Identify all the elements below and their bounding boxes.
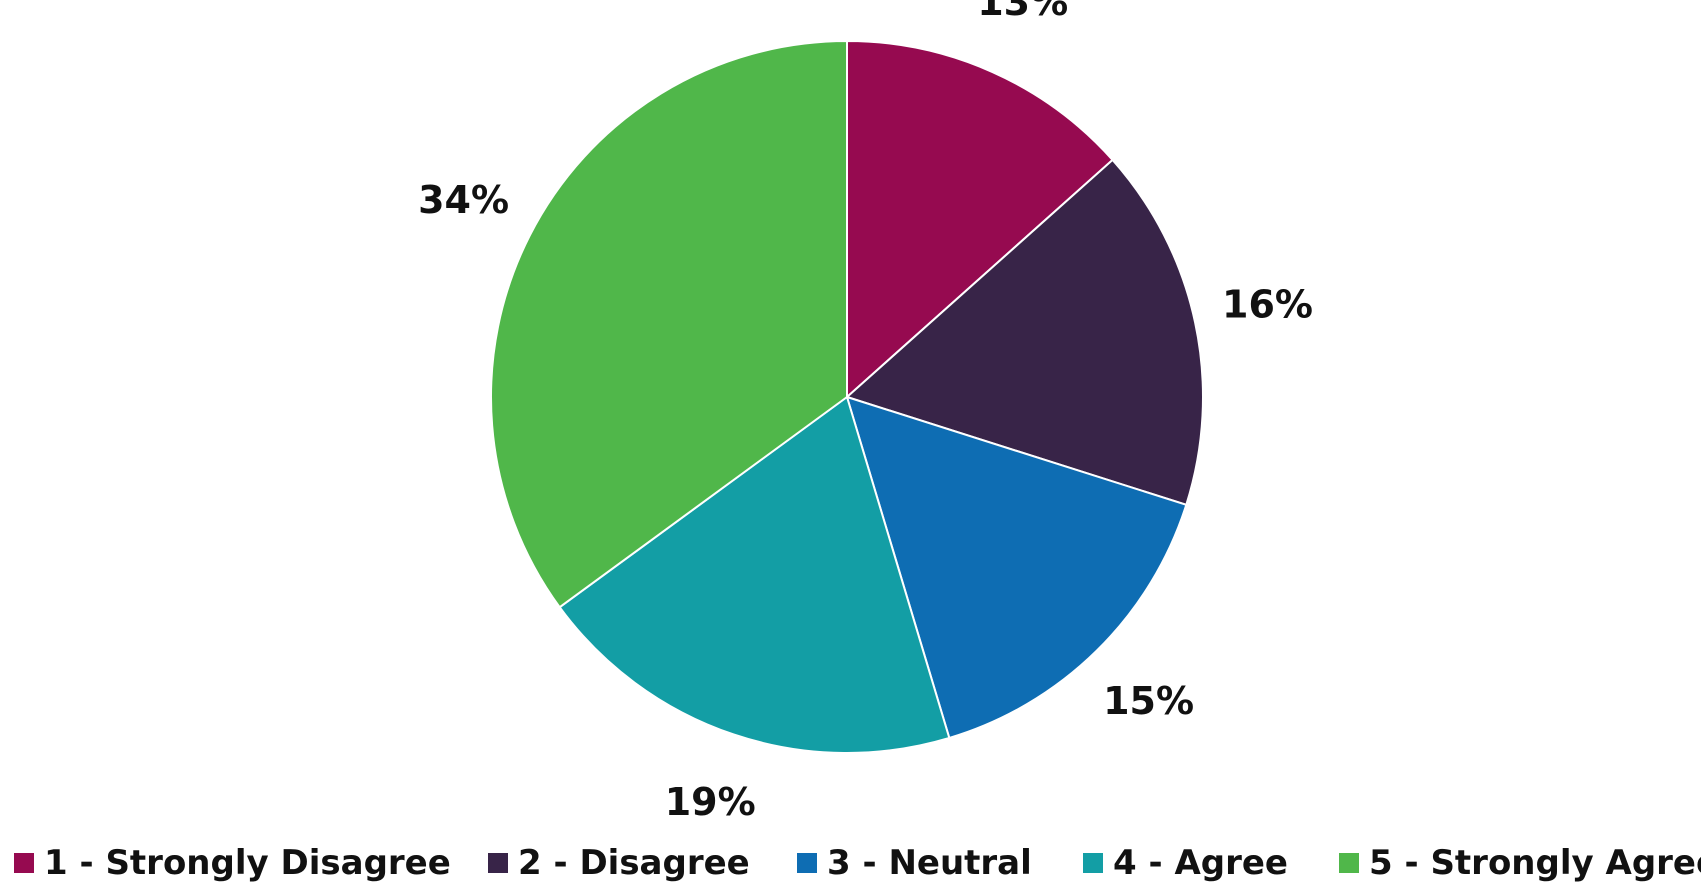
data-label-agree: 19% [665,780,756,824]
legend-item-agree: 4 - Agree [1083,838,1288,888]
pie-slice-disagree [845,158,1204,507]
data-label-disagree: 16% [1222,283,1313,327]
legend-label: 5 - Strongly Agree [1369,843,1701,883]
pie-slice-strongly-agree [490,39,848,609]
legend-swatch [797,853,817,873]
data-label-strongly-disagree: 13% [977,0,1068,24]
legend-swatch [14,853,34,873]
legend: 1 - Strongly Disagree 2 - Disagree 3 - N… [0,838,1701,892]
pie-slice-labels: 13% 16% 15% 19% 34% [418,0,1313,824]
pie-slice-neutral [845,395,1188,740]
legend-label: 2 - Disagree [518,843,750,883]
legend-swatch [1339,853,1359,873]
data-label-neutral: 15% [1103,679,1194,723]
legend-label: 1 - Strongly Disagree [44,843,451,883]
pie-slice-agree [558,395,951,754]
pie-chart: 13% 16% 15% 19% 34% [418,0,1313,824]
legend-swatch [1083,853,1103,873]
data-label-strongly-agree: 34% [418,178,509,222]
pie-slice-strongly-disagree [846,39,1115,400]
legend-label: 4 - Agree [1113,843,1288,883]
legend-swatch [488,853,508,873]
pie-slices [490,39,1204,754]
legend-label: 3 - Neutral [827,843,1032,883]
legend-item-strongly-disagree: 1 - Strongly Disagree [14,838,451,888]
legend-item-disagree: 2 - Disagree [488,838,750,888]
legend-item-strongly-agree: 5 - Strongly Agree [1339,838,1701,888]
legend-item-neutral: 3 - Neutral [797,838,1032,888]
